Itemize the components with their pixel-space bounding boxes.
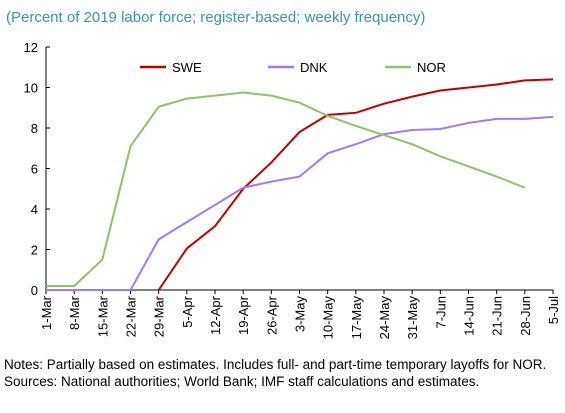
x-tick-label: 8-Mar [67, 295, 82, 330]
x-tick-label: 29-Mar [152, 295, 167, 337]
line-series [157, 78, 554, 291]
legend-label: SWE [172, 60, 202, 75]
line-series [46, 115, 554, 291]
x-tick-label: 5-Jul [546, 296, 561, 324]
chart-subtitle: (Percent of 2019 labor force; register-b… [6, 9, 425, 26]
y-tick-label: 4 [31, 202, 38, 217]
legend-label: NOR [417, 60, 446, 75]
x-tick-label: 21-Jun [490, 296, 505, 336]
x-tick-label: 1-Mar [39, 295, 54, 330]
x-tick-label: 12-Apr [208, 295, 223, 335]
notes: Notes: Partially based on estimates. Inc… [4, 357, 547, 389]
y-tick-label: 2 [31, 243, 38, 258]
x-tick-label: 7-Jun [433, 296, 448, 329]
x-tick-label: 24-May [377, 296, 392, 340]
y-tick-label: 10 [24, 81, 38, 96]
x-tick-label: 17-May [349, 296, 364, 340]
y-tick-label: 6 [31, 162, 38, 177]
y-tick-label: 12 [24, 40, 38, 55]
y-tick-label: 0 [31, 283, 38, 298]
x-tick-label: 14-Jun [462, 296, 477, 336]
x-tick-label: 31-May [405, 296, 420, 340]
x-tick-label: 22-Mar [124, 295, 139, 337]
x-tick-label: 3-May [293, 296, 308, 333]
x-tick-label: 28-Jun [518, 296, 533, 336]
x-tick-label: 19-Apr [236, 295, 251, 335]
y-tick-label: 8 [31, 121, 38, 136]
x-tick-label: 5-Apr [180, 295, 195, 327]
chart: (Percent of 2019 labor force; register-b… [6, 9, 561, 340]
x-tick-label: 26-Apr [264, 295, 279, 335]
line-series [46, 91, 526, 287]
x-tick-label: 10-May [321, 296, 336, 340]
legend-label: DNK [300, 60, 328, 75]
x-tick-label: 15-Mar [95, 295, 110, 337]
